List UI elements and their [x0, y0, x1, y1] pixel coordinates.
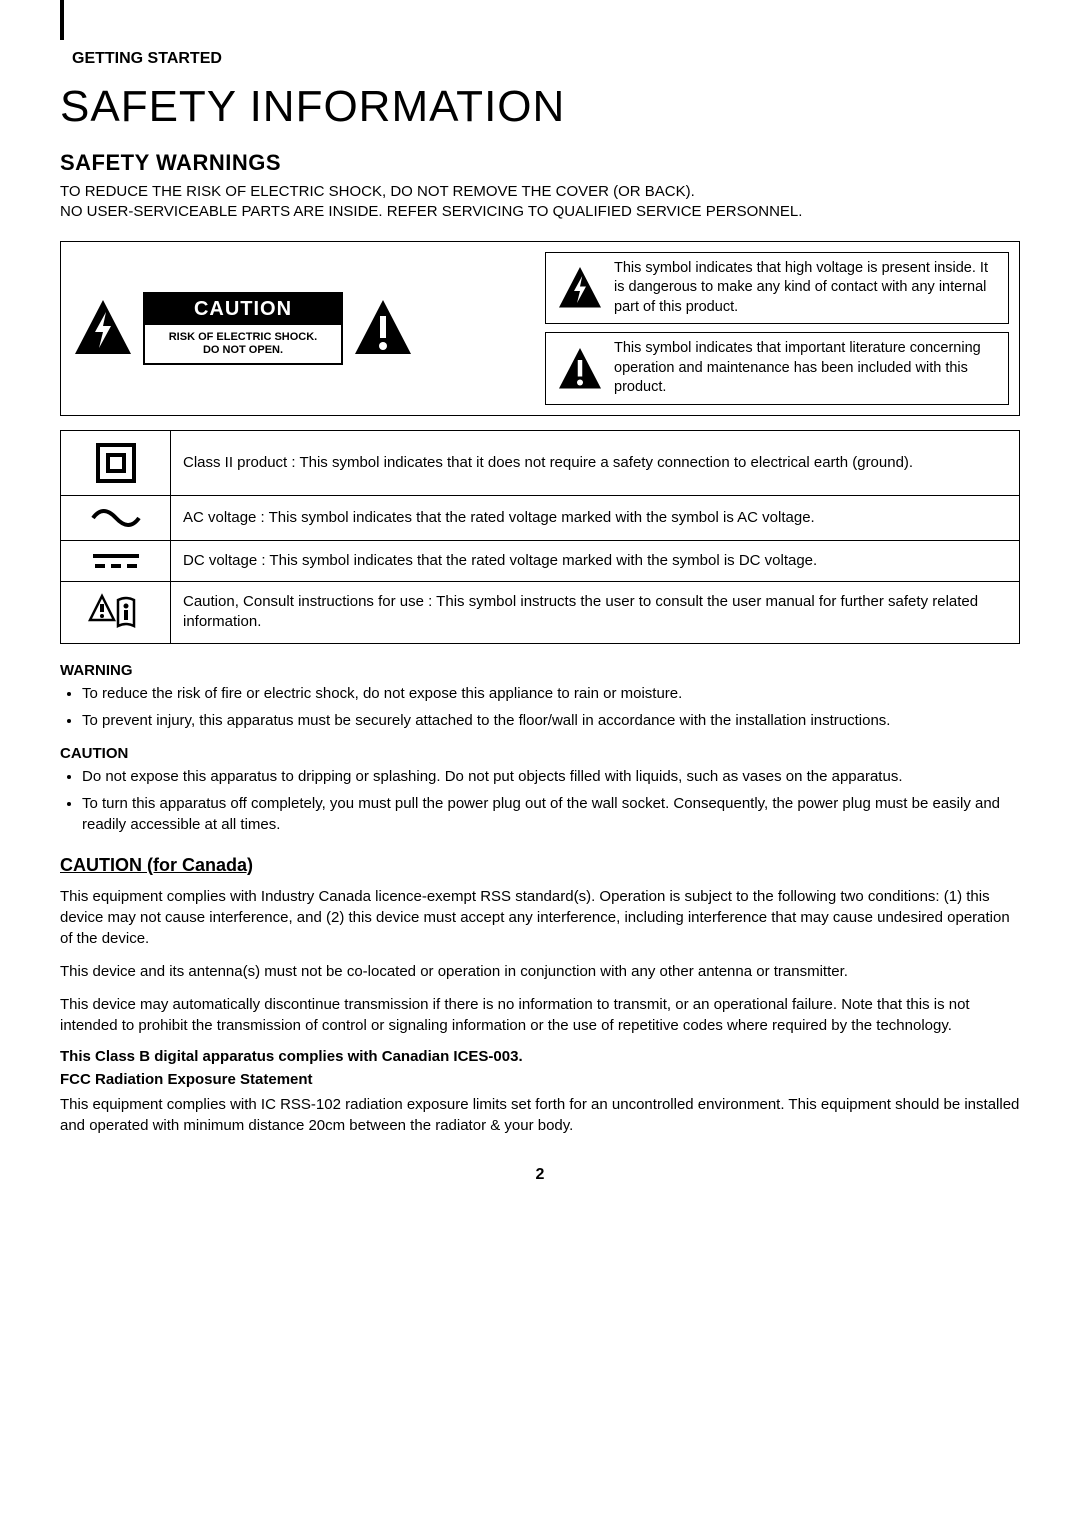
caution-label: CAUTION	[60, 745, 1020, 762]
symbol-desc-3: Caution, Consult instructions for use : …	[171, 582, 1020, 644]
list-item: To turn this apparatus off completely, y…	[82, 793, 1020, 835]
intro-line2: NO USER-SERVICEABLE PARTS ARE INSIDE. RE…	[60, 203, 802, 220]
canada-heading: CAUTION (for Canada)	[60, 855, 1020, 876]
canada-p1: This equipment complies with Industry Ca…	[60, 886, 1020, 949]
caution-right: This symbol indicates that high voltage …	[545, 252, 1009, 405]
dc-icon	[61, 540, 171, 581]
caution-box: CAUTION RISK OF ELECTRIC SHOCK. DO NOT O…	[60, 241, 1020, 416]
symbol-table: Class II product : This symbol indicates…	[60, 430, 1020, 644]
caution-row-1-text: This symbol indicates that high voltage …	[614, 259, 998, 318]
table-row: DC voltage : This symbol indicates that …	[61, 540, 1020, 581]
canada-bold2: FCC Radiation Exposure Statement	[60, 1071, 1020, 1088]
caution-row-1: This symbol indicates that high voltage …	[545, 252, 1009, 325]
warning-label: WARNING	[60, 662, 1020, 679]
main-title: SAFETY INFORMATION	[60, 82, 1020, 132]
intro-text: TO REDUCE THE RISK OF ELECTRIC SHOCK, DO…	[60, 182, 1020, 223]
bolt-triangle-icon	[556, 264, 604, 312]
table-row: AC voltage : This symbol indicates that …	[61, 495, 1020, 540]
page-number: 2	[60, 1166, 1020, 1184]
class2-icon	[61, 430, 171, 495]
warning-list: To reduce the risk of fire or electric s…	[60, 683, 1020, 731]
table-row: Class II product : This symbol indicates…	[61, 430, 1020, 495]
canada-bold1: This Class B digital apparatus complies …	[60, 1048, 1020, 1065]
canada-p2: This device and its antenna(s) must not …	[60, 961, 1020, 982]
caution-label-frame: CAUTION RISK OF ELECTRIC SHOCK. DO NOT O…	[143, 292, 343, 365]
exclamation-triangle-icon	[351, 296, 415, 360]
caution-left: CAUTION RISK OF ELECTRIC SHOCK. DO NOT O…	[71, 252, 535, 405]
canada-p4: This equipment complies with IC RSS-102 …	[60, 1094, 1020, 1136]
tab-mark	[60, 0, 64, 40]
list-item: To reduce the risk of fire or electric s…	[82, 683, 1020, 704]
caution-row-2: This symbol indicates that important lit…	[545, 332, 1009, 405]
caution-label-bot-line1: RISK OF ELECTRIC SHOCK.	[169, 331, 318, 343]
sub-title: SAFETY WARNINGS	[60, 150, 1020, 176]
list-item: Do not expose this apparatus to dripping…	[82, 766, 1020, 787]
exclamation-triangle-icon	[556, 345, 604, 393]
canada-p3: This device may automatically discontinu…	[60, 994, 1020, 1036]
page: GETTING STARTED SAFETY INFORMATION SAFET…	[0, 0, 1080, 1224]
bolt-triangle-icon	[71, 296, 135, 360]
ac-icon	[61, 495, 171, 540]
caution-label-top: CAUTION	[145, 294, 341, 325]
table-row: Caution, Consult instructions for use : …	[61, 582, 1020, 644]
caution-row-2-text: This symbol indicates that important lit…	[614, 339, 998, 398]
symbol-desc-0: Class II product : This symbol indicates…	[171, 430, 1020, 495]
symbol-desc-2: DC voltage : This symbol indicates that …	[171, 540, 1020, 581]
caution-label-bot-line2: DO NOT OPEN.	[203, 344, 283, 356]
intro-line1: TO REDUCE THE RISK OF ELECTRIC SHOCK, DO…	[60, 183, 695, 200]
consult-manual-icon	[61, 582, 171, 644]
caution-label-bottom: RISK OF ELECTRIC SHOCK. DO NOT OPEN.	[145, 325, 341, 363]
list-item: To prevent injury, this apparatus must b…	[82, 710, 1020, 731]
caution-list: Do not expose this apparatus to dripping…	[60, 766, 1020, 835]
section-label: GETTING STARTED	[72, 50, 1020, 68]
symbol-desc-1: AC voltage : This symbol indicates that …	[171, 495, 1020, 540]
